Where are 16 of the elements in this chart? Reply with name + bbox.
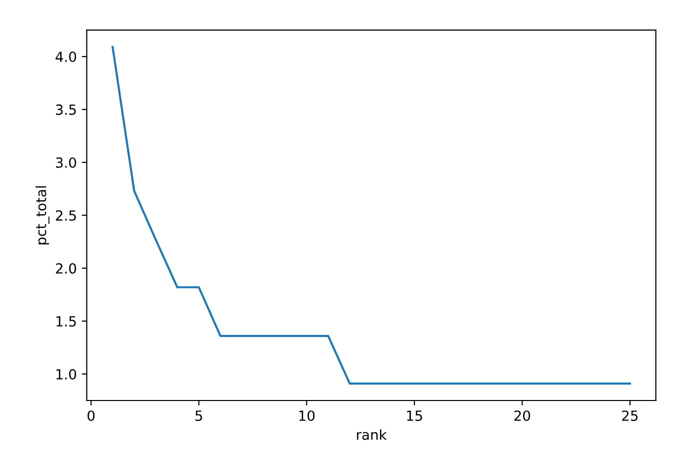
x-tick-label: 5 bbox=[195, 410, 202, 421]
y-tick-label: 2.5 bbox=[56, 210, 76, 221]
y-tick-label: 3.0 bbox=[56, 157, 76, 168]
line-series bbox=[112, 46, 632, 385]
x-tick-label: 10 bbox=[299, 410, 315, 421]
y-axis-title: pct_total bbox=[36, 186, 50, 244]
y-tick-label: 3.5 bbox=[56, 104, 76, 115]
y-tick-label: 1.0 bbox=[56, 369, 76, 380]
y-tick-label: 1.5 bbox=[56, 316, 76, 327]
y-tick-label: 2.0 bbox=[56, 263, 76, 274]
x-axis-title: rank bbox=[357, 429, 387, 440]
x-tick-label: 0 bbox=[88, 410, 95, 421]
x-tick-label: 20 bbox=[514, 410, 530, 421]
y-tick-label: 4.0 bbox=[56, 52, 76, 62]
x-tick-label: 15 bbox=[407, 410, 422, 421]
x-tick-label: 25 bbox=[622, 410, 638, 421]
